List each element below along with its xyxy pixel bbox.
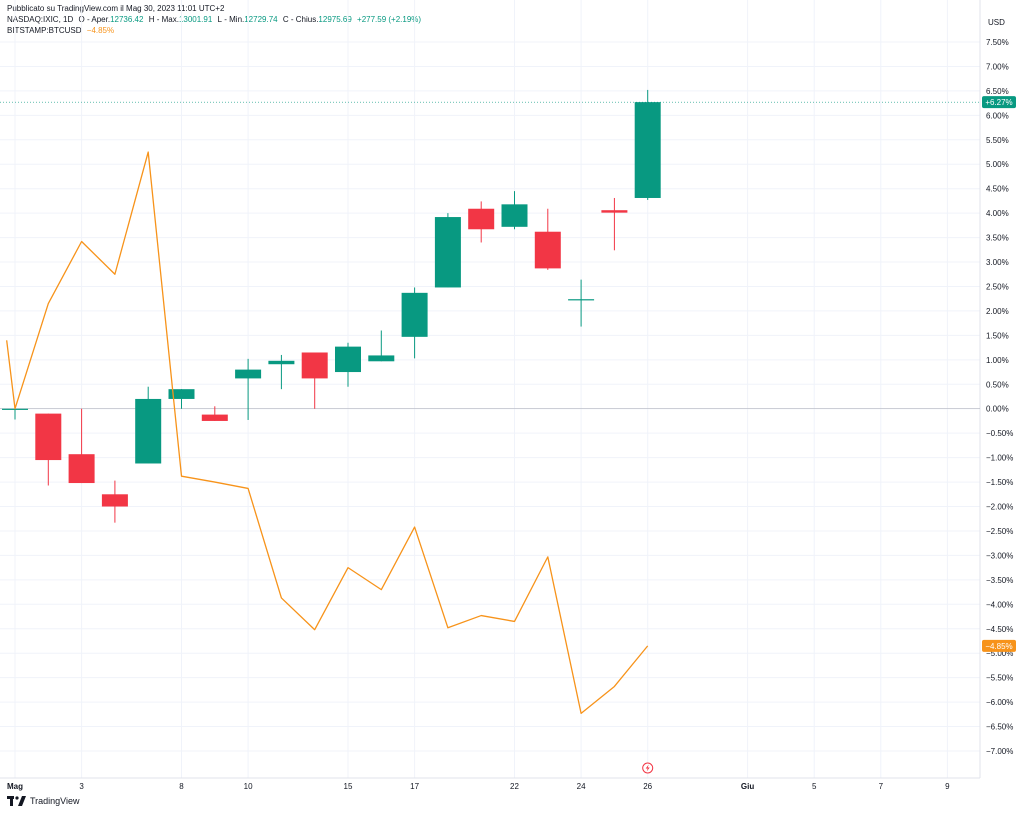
x-axis: Mag 3 8 10 15 17 22 24 26 Giu 5 7 9 bbox=[7, 762, 950, 791]
candle-body bbox=[401, 292, 428, 337]
y-tick-label: −0.50% bbox=[986, 429, 1013, 438]
price-label-text: +6.27% bbox=[985, 98, 1012, 107]
published-text: Pubblicato su TradingView.com il Mag 30,… bbox=[7, 4, 225, 13]
grid-lines bbox=[0, 0, 981, 779]
candle-body bbox=[268, 360, 295, 365]
btc-series-line bbox=[6, 151, 649, 714]
y-tick-label: −4.50% bbox=[986, 625, 1013, 634]
candle-body bbox=[468, 208, 495, 230]
x-tick-label: 17 bbox=[410, 782, 419, 791]
candle-body bbox=[534, 231, 561, 269]
y-tick-label: 7.50% bbox=[986, 38, 1009, 47]
x-tick-label: 5 bbox=[812, 782, 817, 791]
candle-body bbox=[68, 454, 95, 484]
y-axis: 7.50% 7.00% 6.50% 6.00% 5.50% 5.00% 4.50% 4.00%… bbox=[986, 38, 1013, 756]
lightning-icon bbox=[645, 764, 650, 772]
compare-symbol-label[interactable]: BITSTAMP:BTCUSD bbox=[7, 26, 82, 35]
y-tick-label: −1.50% bbox=[986, 478, 1013, 487]
ohlc-legend[interactable]: NASDAQ:IXIC, 1D O - Aper.12736.42 H - Ma… bbox=[7, 14, 424, 25]
y-tick-label: 3.00% bbox=[986, 258, 1009, 267]
high-label: H - Max.13001.91 bbox=[148, 15, 213, 24]
candle-body bbox=[601, 210, 628, 213]
high-value: 13001.91 bbox=[178, 15, 213, 24]
y-tick-label: 0.00% bbox=[986, 405, 1009, 414]
y-tick-label: 1.50% bbox=[986, 331, 1009, 340]
chart-header: Pubblicato su TradingView.com il Mag 30,… bbox=[7, 3, 424, 36]
change-value: +277.59 (+2.19%) bbox=[357, 15, 422, 24]
price-labels: +6.27% −4.85% bbox=[982, 96, 1016, 652]
candle-body bbox=[568, 299, 595, 301]
y-tick-label: 7.00% bbox=[986, 62, 1009, 71]
close-label: C - Chius.12975.69 bbox=[282, 15, 352, 24]
candle-body bbox=[135, 398, 162, 464]
y-tick-label: −5.00% bbox=[986, 649, 1013, 658]
y-tick-label: 3.50% bbox=[986, 234, 1009, 243]
y-tick-label: 6.50% bbox=[986, 87, 1009, 96]
x-tick-label: 15 bbox=[344, 782, 353, 791]
x-tick-label: 26 bbox=[643, 782, 652, 791]
y-tick-label: −6.50% bbox=[986, 723, 1013, 732]
y-tick-label: 2.50% bbox=[986, 282, 1009, 291]
x-tick-label: 10 bbox=[244, 782, 253, 791]
y-tick-label: −3.00% bbox=[986, 551, 1013, 560]
candle-body bbox=[301, 352, 328, 379]
y-tick-label: 4.00% bbox=[986, 209, 1009, 218]
x-tick-label: Mag bbox=[7, 782, 23, 791]
y-tick-label: 6.00% bbox=[986, 111, 1009, 120]
y-tick-label: 2.00% bbox=[986, 307, 1009, 316]
brand-name: TradingView bbox=[30, 796, 80, 806]
y-tick-label: 5.50% bbox=[986, 136, 1009, 145]
price-label-text: −4.85% bbox=[985, 642, 1012, 651]
x-tick-label: Giu bbox=[741, 782, 754, 791]
y-tick-label: −2.00% bbox=[986, 503, 1013, 512]
y-tick-label: 4.50% bbox=[986, 185, 1009, 194]
candle-body bbox=[501, 204, 528, 227]
candle-body bbox=[634, 102, 661, 198]
y-tick-label: −7.00% bbox=[986, 747, 1013, 756]
x-tick-label: 8 bbox=[179, 782, 184, 791]
candle-body bbox=[101, 494, 128, 507]
close-value: 12975.69 bbox=[318, 15, 352, 24]
low-label: L - Min.12729.74 bbox=[217, 15, 278, 24]
candle-body bbox=[168, 389, 195, 399]
price-label-box bbox=[982, 639, 1016, 652]
low-value: 12729.74 bbox=[244, 15, 278, 24]
y-tick-label: 1.00% bbox=[986, 356, 1009, 365]
candle-body bbox=[335, 346, 361, 373]
y-tick-label: −2.50% bbox=[986, 527, 1013, 536]
x-tick-label: 9 bbox=[945, 782, 950, 791]
zero-line-group bbox=[0, 101, 980, 410]
y-tick-label: −1.00% bbox=[986, 454, 1013, 463]
y-tick-label: −3.50% bbox=[986, 576, 1013, 585]
y-tick-label: −4.00% bbox=[986, 600, 1013, 609]
y-tick-label: 5.00% bbox=[986, 160, 1009, 169]
candle-body bbox=[35, 413, 62, 461]
candle-body bbox=[235, 369, 262, 379]
candle-body bbox=[201, 414, 228, 421]
x-tick-label: 22 bbox=[510, 782, 519, 791]
compare-value: −4.85% bbox=[86, 26, 115, 35]
x-tick-label: 3 bbox=[79, 782, 84, 791]
y-tick-label: −5.50% bbox=[986, 674, 1013, 683]
x-tick-label: 7 bbox=[879, 782, 884, 791]
open-value: 12736.42 bbox=[110, 15, 144, 24]
candles-group bbox=[2, 89, 661, 523]
candle-body bbox=[368, 355, 395, 362]
published-line: Pubblicato su TradingView.com il Mag 30,… bbox=[7, 3, 424, 14]
tradingview-logo-icon bbox=[7, 796, 26, 806]
x-tick-label: 24 bbox=[577, 782, 586, 791]
currency-label[interactable]: USD bbox=[988, 18, 1005, 27]
y-tick-label: 0.50% bbox=[986, 380, 1009, 389]
btc-line-group bbox=[6, 151, 649, 714]
compare-legend[interactable]: BITSTAMP:BTCUSD −4.85% bbox=[7, 25, 424, 36]
symbol-label[interactable]: NASDAQ:IXIC, 1D bbox=[7, 15, 74, 24]
price-label-box bbox=[982, 96, 1016, 109]
candle-body bbox=[434, 217, 461, 288]
tradingview-logo[interactable]: TradingView bbox=[7, 796, 80, 806]
y-tick-label: −6.00% bbox=[986, 698, 1013, 707]
